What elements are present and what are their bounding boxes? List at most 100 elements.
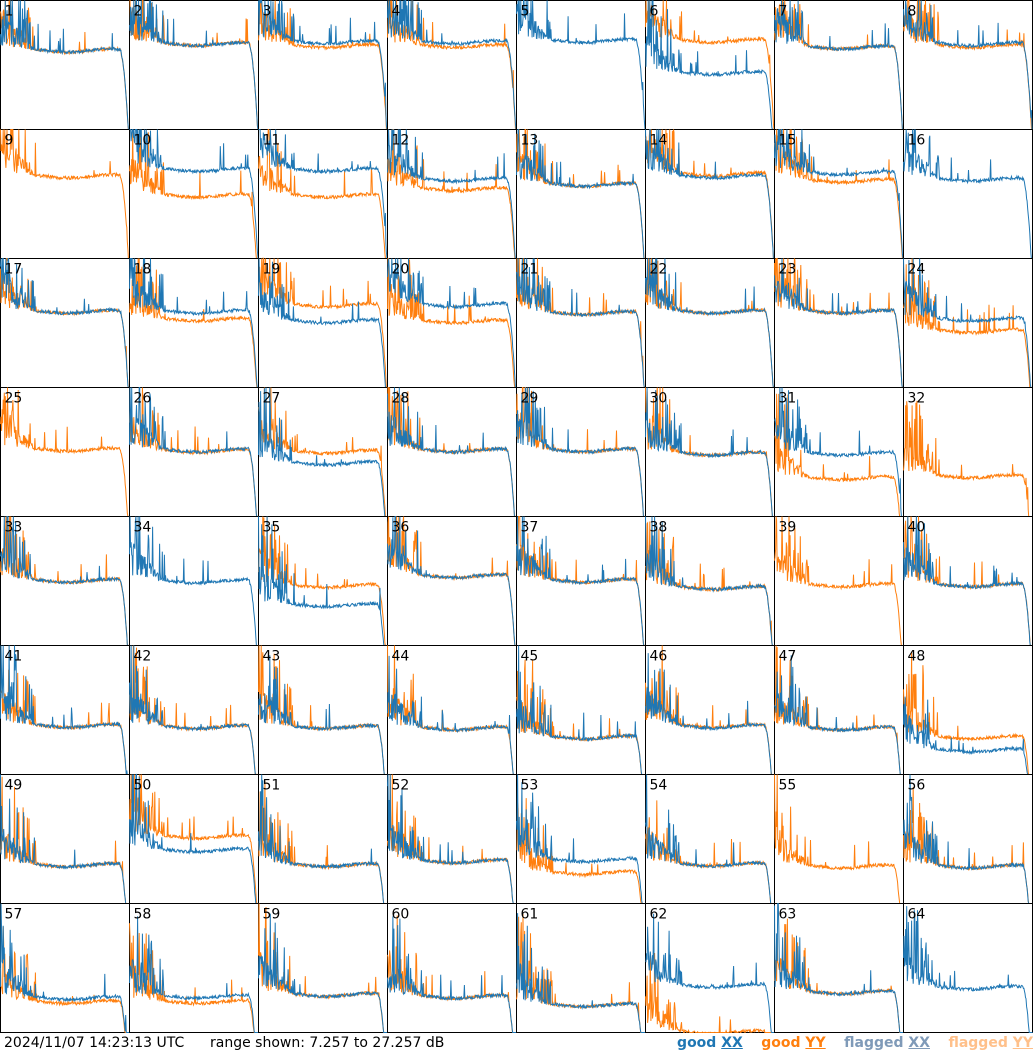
series-yy-line xyxy=(774,645,904,775)
panel-label: 11 xyxy=(263,133,281,149)
series-yy-line xyxy=(903,258,1033,388)
series-yy-line xyxy=(645,952,775,1033)
series-xx-line xyxy=(258,258,388,388)
panel-frame xyxy=(387,516,517,646)
series-yy-line xyxy=(258,129,388,259)
series-yy-line xyxy=(516,913,646,1033)
panel-47: 47 xyxy=(774,645,904,775)
series-xx-line xyxy=(516,645,646,775)
panel-label: 14 xyxy=(650,133,668,149)
panel-6: 6 xyxy=(645,0,775,130)
panel-label: 57 xyxy=(5,907,23,923)
series-xx-line xyxy=(903,696,1033,775)
panel-49: 49 xyxy=(0,774,130,904)
series-xx-line xyxy=(258,655,388,775)
panel-frame xyxy=(903,516,1033,646)
series-yy-line xyxy=(774,774,904,904)
series-xx-line xyxy=(387,516,517,646)
series-xx-line xyxy=(258,0,388,130)
panel-62: 62 xyxy=(645,903,775,1033)
series-xx-line xyxy=(387,655,517,775)
series-xx-line xyxy=(903,774,1033,904)
panel-4: 4 xyxy=(387,0,517,130)
series-xx-line xyxy=(129,516,259,646)
series-xx-line xyxy=(774,903,904,1033)
series-xx-line xyxy=(516,0,646,130)
series-yy-line xyxy=(258,0,388,130)
series-yy-line xyxy=(516,659,646,775)
panel-label: 13 xyxy=(521,133,539,149)
series-yy-line xyxy=(903,516,1033,646)
series-yy-line xyxy=(129,129,259,259)
panel-26: 26 xyxy=(129,387,259,517)
series-xx-line xyxy=(0,516,130,646)
series-yy-line xyxy=(774,393,904,517)
panel-5: 5 xyxy=(516,0,646,130)
panel-label: 62 xyxy=(650,907,668,923)
series-xx-line xyxy=(516,129,646,259)
panel-label: 27 xyxy=(263,391,281,407)
panel-label: 4 xyxy=(392,4,401,20)
panel-label: 20 xyxy=(392,262,410,278)
panel-label: 53 xyxy=(521,778,539,794)
legend-pol: XX xyxy=(908,1035,930,1051)
panel-frame xyxy=(0,258,130,388)
panel-61: 61 xyxy=(516,903,646,1033)
panel-21: 21 xyxy=(516,258,646,388)
series-xx-line xyxy=(516,774,646,904)
panel-label: 18 xyxy=(134,262,152,278)
panel-31: 31 xyxy=(774,387,904,517)
panel-7: 7 xyxy=(774,0,904,130)
panel-label: 29 xyxy=(521,391,539,407)
panel-frame xyxy=(645,774,775,904)
panel-frame xyxy=(0,774,130,904)
legend: good XX good YY flagged XX flagged YY xyxy=(663,1033,1033,1053)
panel-frame xyxy=(774,516,904,646)
panel-label: 55 xyxy=(779,778,797,794)
panel-label: 56 xyxy=(908,778,926,794)
panel-label: 9 xyxy=(5,133,14,149)
panel-12: 12 xyxy=(387,129,517,259)
panel-label: 28 xyxy=(392,391,410,407)
panel-label: 16 xyxy=(908,133,926,149)
series-yy-line xyxy=(774,258,904,388)
panel-frame xyxy=(129,387,259,517)
panel-45: 45 xyxy=(516,645,646,775)
panel-42: 42 xyxy=(129,645,259,775)
series-xx-line xyxy=(129,645,259,775)
panel-label: 44 xyxy=(392,649,410,665)
panel-label: 17 xyxy=(5,262,23,278)
series-xx-line xyxy=(645,387,775,517)
panel-label: 30 xyxy=(650,391,668,407)
panel-label: 40 xyxy=(908,520,926,536)
series-yy-line xyxy=(387,516,517,646)
panel-label: 60 xyxy=(392,907,410,923)
panel-1: 1 xyxy=(0,0,130,130)
panel-46: 46 xyxy=(645,645,775,775)
panel-3: 3 xyxy=(258,0,388,130)
series-yy-line xyxy=(0,129,130,259)
legend-good-xx: good XX xyxy=(677,1033,743,1053)
panel-frame xyxy=(0,129,130,259)
legend-word: flagged xyxy=(844,1035,904,1051)
panel-label: 3 xyxy=(263,4,272,20)
panel-25: 25 xyxy=(0,387,130,517)
series-xx-line xyxy=(387,258,517,388)
panel-label: 31 xyxy=(779,391,797,407)
legend-pol: XX xyxy=(721,1035,743,1051)
panel-label: 19 xyxy=(263,262,281,278)
series-xx-line xyxy=(387,129,517,259)
panel-13: 13 xyxy=(516,129,646,259)
panel-frame xyxy=(516,645,646,775)
legend-word: flagged xyxy=(948,1035,1008,1051)
panel-64: 64 xyxy=(903,903,1033,1033)
series-yy-line xyxy=(0,258,130,388)
panel-frame xyxy=(645,129,775,259)
series-xx-line xyxy=(645,258,775,388)
panel-63: 63 xyxy=(774,903,904,1033)
panel-label: 54 xyxy=(650,778,668,794)
series-yy-line xyxy=(129,387,259,517)
panel-14: 14 xyxy=(645,129,775,259)
timestamp: 2024/11/07 14:23:13 UTC xyxy=(4,1035,185,1051)
panel-43: 43 xyxy=(258,645,388,775)
